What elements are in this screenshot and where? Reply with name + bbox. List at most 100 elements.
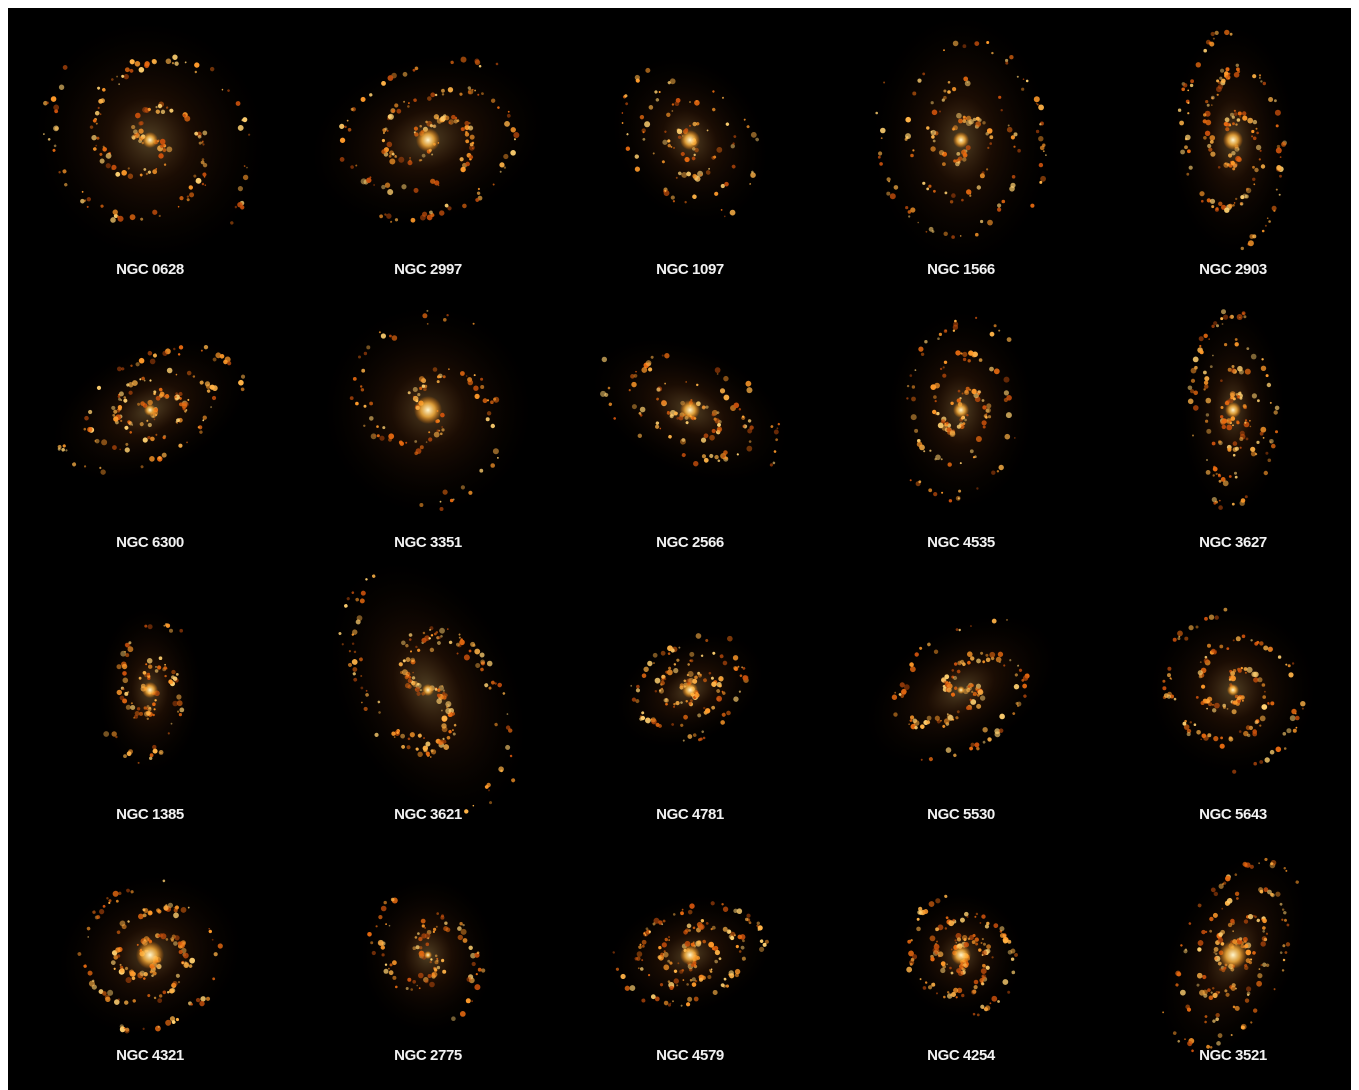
star-cluster <box>476 191 481 195</box>
star-cluster <box>386 213 392 219</box>
star-cluster <box>125 653 130 658</box>
star-cluster <box>53 104 60 111</box>
star-cluster <box>699 673 702 676</box>
star-cluster <box>997 207 1002 212</box>
star-cluster <box>1260 365 1267 371</box>
star-cluster <box>1204 1020 1207 1024</box>
star-cluster <box>962 357 967 362</box>
star-cluster <box>692 941 695 944</box>
star-cluster <box>663 950 666 953</box>
galaxy-core <box>680 130 700 150</box>
star-cluster <box>141 376 145 381</box>
star-cluster <box>408 638 412 641</box>
star-cluster <box>417 393 421 397</box>
star-cluster <box>1004 433 1011 440</box>
star-cluster <box>1259 715 1266 722</box>
star-cluster <box>126 383 130 387</box>
star-cluster <box>961 993 965 998</box>
star-cluster <box>750 172 756 178</box>
star-cluster <box>746 387 753 394</box>
star-cluster <box>125 1027 130 1032</box>
star-cluster <box>184 61 187 64</box>
star-cluster <box>957 157 960 160</box>
star-cluster <box>957 497 960 500</box>
star-cluster <box>974 915 977 918</box>
star-cluster <box>963 911 969 917</box>
star-cluster <box>1239 316 1241 319</box>
star-cluster <box>911 385 916 389</box>
star-cluster <box>1213 465 1216 469</box>
star-cluster <box>425 741 431 747</box>
star-cluster <box>105 163 111 169</box>
star-cluster <box>966 915 969 918</box>
star-cluster <box>707 975 712 980</box>
star-cluster <box>663 677 667 681</box>
star-cluster <box>1005 412 1012 419</box>
star-cluster <box>92 910 96 914</box>
star-cluster <box>452 732 456 736</box>
galaxy-core <box>1227 684 1239 696</box>
star-cluster <box>648 930 651 933</box>
star-cluster <box>680 701 683 704</box>
star-cluster <box>147 170 152 174</box>
galaxy-label: NGC 2775 <box>394 1047 462 1064</box>
star-cluster <box>701 919 705 922</box>
star-cluster <box>742 424 746 428</box>
star-cluster <box>692 194 697 200</box>
star-cluster <box>643 666 649 672</box>
star-cluster <box>1223 314 1229 320</box>
star-cluster <box>680 1004 683 1007</box>
star-cluster <box>945 916 949 920</box>
star-cluster <box>1224 207 1230 213</box>
star-cluster <box>764 939 769 944</box>
star-cluster <box>419 386 423 390</box>
star-cluster <box>639 114 645 120</box>
star-cluster <box>363 404 367 408</box>
star-cluster <box>758 946 765 952</box>
star-cluster <box>685 1002 691 1007</box>
star-cluster <box>1162 679 1166 683</box>
galaxy-label: NGC 3351 <box>394 534 462 551</box>
star-cluster <box>416 984 418 987</box>
star-cluster <box>676 416 680 420</box>
star-cluster <box>664 382 667 385</box>
star-cluster <box>421 153 426 158</box>
star-cluster <box>176 422 178 424</box>
star-cluster <box>909 959 915 966</box>
star-cluster <box>459 157 464 162</box>
star-cluster <box>1177 1039 1181 1043</box>
star-cluster <box>365 693 369 697</box>
star-cluster <box>125 704 131 710</box>
star-cluster <box>981 420 987 426</box>
star-cluster <box>385 923 387 925</box>
star-cluster <box>721 903 724 906</box>
star-cluster <box>654 690 658 693</box>
star-cluster <box>1192 356 1199 363</box>
galaxy-core <box>682 682 698 698</box>
star-cluster <box>1167 666 1172 671</box>
star-cluster <box>937 422 944 429</box>
star-cluster <box>1277 655 1282 659</box>
star-cluster <box>1212 987 1215 990</box>
star-cluster <box>1209 140 1214 144</box>
star-cluster <box>132 999 136 1003</box>
star-cluster <box>1269 439 1274 444</box>
star-cluster <box>165 58 172 65</box>
galaxy-core <box>136 941 164 969</box>
star-cluster <box>711 155 716 160</box>
star-cluster <box>635 699 640 704</box>
star-cluster <box>730 935 735 941</box>
star-cluster <box>448 368 450 371</box>
star-cluster <box>939 110 941 113</box>
star-cluster <box>675 700 680 706</box>
star-cluster <box>673 663 677 666</box>
star-cluster <box>355 619 361 625</box>
star-cluster <box>721 96 724 99</box>
star-cluster <box>1238 369 1244 375</box>
star-cluster <box>372 574 376 578</box>
star-cluster <box>991 956 994 959</box>
star-cluster <box>667 980 671 983</box>
star-cluster <box>456 652 459 655</box>
star-cluster <box>450 60 454 65</box>
star-cluster <box>991 618 997 624</box>
